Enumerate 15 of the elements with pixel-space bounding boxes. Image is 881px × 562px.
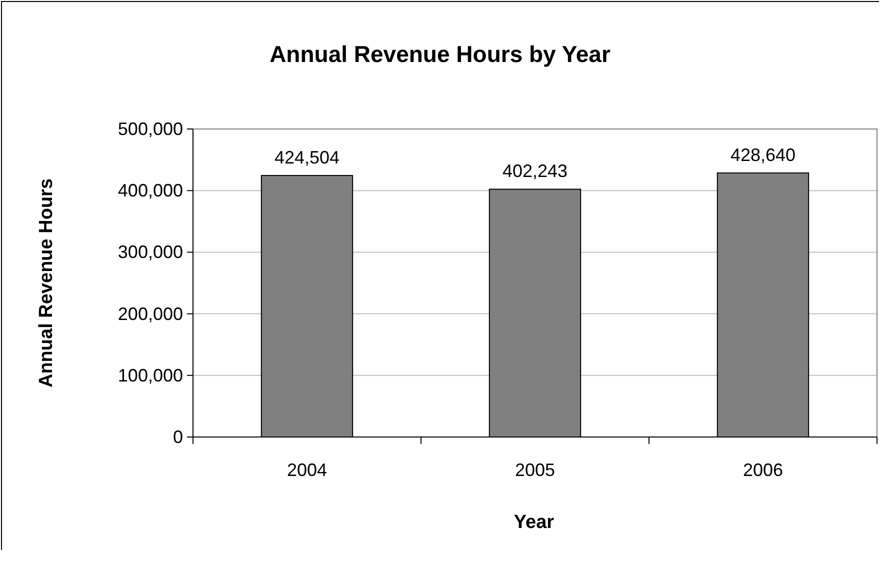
y-tick-label: 400,000	[118, 180, 183, 201]
x-tick-label: 2005	[514, 460, 556, 480]
x-tick-label: 2006	[742, 460, 784, 480]
y-tick-label: 0	[172, 427, 183, 447]
data-label: 428,640	[730, 144, 796, 165]
y-tick-label: 200,000	[118, 304, 183, 324]
data-label: 402,243	[502, 161, 568, 182]
x-tick-label: 2004	[286, 460, 328, 480]
y-axis-title: Annual Revenue Hours	[36, 178, 57, 388]
y-tick-label: 300,000	[118, 242, 183, 262]
x-axis-title: Year	[514, 512, 555, 533]
y-tick-label: 100,000	[118, 365, 183, 386]
data-label: 424,504	[274, 148, 340, 168]
y-tick-label: 500,000	[118, 119, 183, 139]
chart-title: Annual Revenue Hours by Year	[270, 41, 610, 67]
